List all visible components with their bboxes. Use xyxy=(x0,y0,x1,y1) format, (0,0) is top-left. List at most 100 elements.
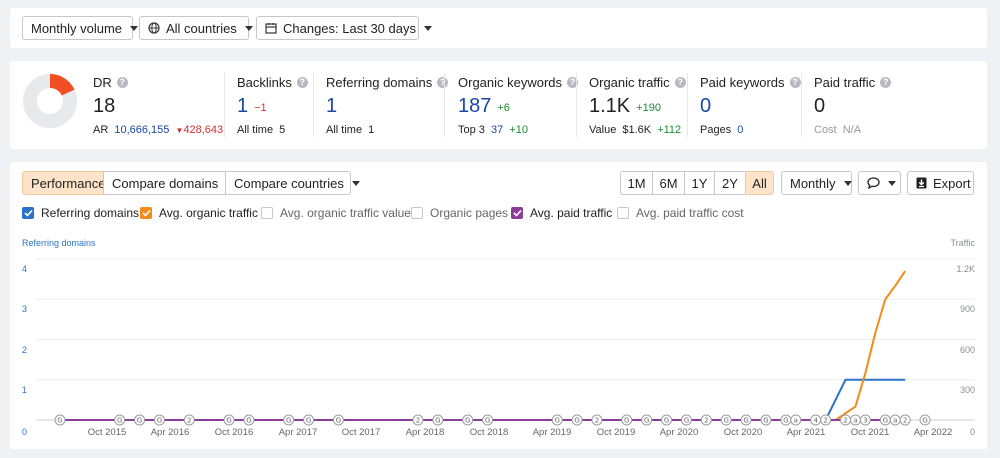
export-button[interactable]: Export xyxy=(907,171,974,195)
annotation-circle xyxy=(700,414,712,426)
ref-domains-value[interactable]: 1 xyxy=(326,95,338,117)
annotation-marker[interactable]: G xyxy=(283,414,295,426)
filter-bar: Monthly volume All countries Changes: La… xyxy=(10,8,987,48)
annotation-marker[interactable]: G xyxy=(879,414,891,426)
right-tick: 0 xyxy=(969,427,975,437)
metric-dr: DR? 18 AR 10,666,155 ▼428,643 xyxy=(93,61,223,149)
annotation-marker[interactable]: a xyxy=(889,414,901,426)
annotation-marker[interactable]: 3 xyxy=(859,414,871,426)
backlinks-value[interactable]: 1 xyxy=(237,95,249,117)
range-all[interactable]: All xyxy=(745,171,774,195)
ar-value[interactable]: 10,666,155 xyxy=(114,124,170,136)
volume-dropdown[interactable]: Monthly volume xyxy=(22,16,139,40)
range-1m-label: 1M xyxy=(627,175,646,191)
annotation-marker[interactable]: G xyxy=(551,414,563,426)
annotation-circle xyxy=(720,414,732,426)
annotation-circle xyxy=(790,414,802,426)
annotations-dropdown[interactable] xyxy=(858,171,901,195)
chevron-down-icon xyxy=(244,25,253,31)
annotation-marker[interactable]: 2 xyxy=(820,414,832,426)
annotation-marker[interactable]: a xyxy=(849,414,861,426)
annotation-marker[interactable]: G xyxy=(482,414,494,426)
checkbox-checked-icon xyxy=(511,207,523,219)
annotation-marker[interactable]: G xyxy=(641,414,653,426)
help-icon[interactable]: ? xyxy=(437,77,449,88)
annotation-marker[interactable]: G xyxy=(571,414,583,426)
annotation-marker[interactable]: G xyxy=(243,414,255,426)
annotation-label: G xyxy=(783,417,788,425)
annotation-marker[interactable]: G xyxy=(54,414,66,426)
annotation-label: G xyxy=(763,417,768,425)
annotation-marker[interactable]: G xyxy=(919,414,931,426)
annotation-marker[interactable]: G xyxy=(661,414,673,426)
annotation-circle xyxy=(571,414,583,426)
annotation-marker[interactable]: G xyxy=(760,414,772,426)
checkbox-avg-paid-traffic[interactable]: Avg. paid traffic xyxy=(511,206,612,220)
checkbox-referring-domains[interactable]: Referring domains xyxy=(22,206,139,220)
help-icon[interactable]: ? xyxy=(567,77,579,88)
annotation-marker[interactable]: 2 xyxy=(412,414,424,426)
help-icon[interactable]: ? xyxy=(674,77,686,88)
organic-traffic-value[interactable]: 1.1K xyxy=(589,95,631,117)
annotation-marker[interactable]: G xyxy=(740,414,752,426)
range-6m[interactable]: 6M xyxy=(652,171,685,195)
annotation-marker[interactable]: G xyxy=(462,414,474,426)
top3-value[interactable]: 37 xyxy=(490,124,504,136)
x-tick: Apr 2019 xyxy=(532,427,572,438)
countries-dropdown[interactable]: All countries xyxy=(139,16,253,40)
help-icon[interactable]: ? xyxy=(789,77,801,88)
annotation-marker[interactable]: 2 xyxy=(183,414,195,426)
interval-dropdown[interactable]: Monthly xyxy=(781,171,852,195)
help-icon[interactable]: ? xyxy=(880,77,892,88)
annotation-marker[interactable]: G xyxy=(114,414,126,426)
pages-value[interactable]: 0 xyxy=(737,124,744,136)
annotation-label: 2 xyxy=(704,417,708,425)
pages-label: Pages xyxy=(700,124,732,136)
checkbox-avg-paid-traffic-cost[interactable]: Avg. paid traffic cost xyxy=(617,206,744,220)
tab-compare-domains[interactable]: Compare domains xyxy=(103,171,235,195)
annotation-marker[interactable]: 2 xyxy=(700,414,712,426)
annotation-marker[interactable]: 4 xyxy=(810,414,822,426)
paid-keywords-value[interactable]: 0 xyxy=(700,95,712,117)
annotation-marker[interactable]: G xyxy=(720,414,732,426)
annotation-marker[interactable]: G xyxy=(680,414,692,426)
organic-keywords-value[interactable]: 187 xyxy=(458,95,492,117)
checkbox-avg-organic-traffic[interactable]: Avg. organic traffic xyxy=(140,206,258,220)
annotation-marker[interactable]: G xyxy=(332,414,344,426)
traffic-value-label: Value xyxy=(589,124,617,136)
interval-label: Monthly xyxy=(790,175,836,191)
changes-dropdown[interactable]: Changes: Last 30 days xyxy=(256,16,432,40)
checkbox-avg-organic-traffic-value[interactable]: Avg. organic traffic value xyxy=(261,206,411,220)
checkbox-organic-pages[interactable]: Organic pages xyxy=(411,206,508,220)
annotation-circle xyxy=(243,414,255,426)
tab-compare-countries[interactable]: Compare countries xyxy=(225,171,360,195)
range-2y[interactable]: 2Y xyxy=(714,171,746,195)
annotation-marker[interactable]: 2 xyxy=(840,414,852,426)
annotation-marker[interactable]: G xyxy=(432,414,444,426)
annotation-marker[interactable]: G xyxy=(621,414,633,426)
range-1m[interactable]: 1M xyxy=(620,171,653,195)
annotation-marker[interactable]: a xyxy=(790,414,802,426)
annotation-marker[interactable]: 2 xyxy=(899,414,911,426)
left-axis-title: Referring domains xyxy=(22,238,96,248)
help-icon[interactable]: ? xyxy=(116,77,128,88)
range-6m-label: 6M xyxy=(659,175,678,191)
annotation-label: G xyxy=(137,417,142,425)
annotation-marker[interactable]: G xyxy=(153,414,165,426)
annotation-marker[interactable]: 2 xyxy=(591,414,603,426)
divider xyxy=(576,73,577,137)
annotation-label: G xyxy=(624,417,629,425)
annotation-marker[interactable]: G xyxy=(134,414,146,426)
annotation-marker[interactable]: G xyxy=(223,414,235,426)
tab-performance[interactable]: Performance xyxy=(22,171,105,195)
range-1y[interactable]: 1Y xyxy=(684,171,715,195)
help-icon[interactable]: ? xyxy=(296,77,308,88)
annotation-circle xyxy=(919,414,931,426)
chevron-down-icon xyxy=(888,180,896,186)
annotation-marker[interactable]: G xyxy=(780,414,792,426)
changes-dropdown-label: Changes: Last 30 days xyxy=(283,20,416,36)
annotation-marker[interactable]: G xyxy=(303,414,315,426)
checkbox-empty-icon xyxy=(261,207,273,219)
checkbox-label: Avg. organic traffic xyxy=(159,206,258,220)
